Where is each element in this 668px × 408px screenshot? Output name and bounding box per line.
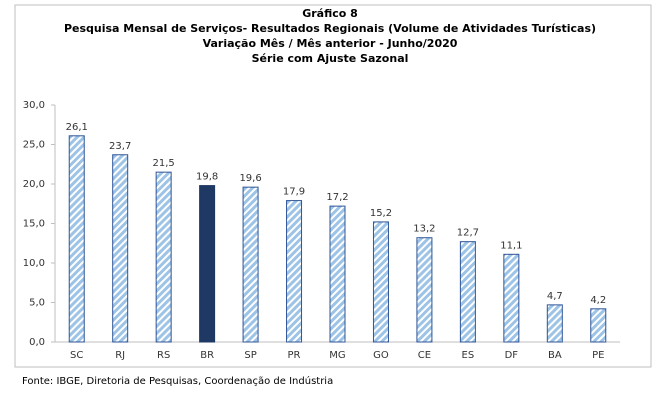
source-note: Fonte: IBGE, Diretoria de Pesquisas, Coo… (22, 375, 333, 387)
bar (372, 221, 389, 343)
data-label: 4,7 (547, 291, 563, 302)
x-tick-label: DF (505, 350, 519, 361)
bar (112, 154, 129, 343)
data-label: 15,2 (370, 208, 392, 219)
x-tick-label: ES (462, 350, 475, 361)
data-label: 11,1 (500, 240, 522, 251)
x-tick-label: CE (418, 350, 431, 361)
bar (590, 308, 607, 343)
x-tick-label: MG (329, 350, 345, 361)
chart-title: Gráfico 8 (302, 7, 358, 20)
bar (459, 241, 476, 343)
x-tick-label: PR (288, 350, 301, 361)
data-label: 21,5 (153, 158, 175, 169)
chart-title: Variação Mês / Mês anterior - Junho/2020 (203, 37, 458, 50)
data-label: 4,2 (590, 295, 606, 306)
x-tick-label: RS (157, 350, 170, 361)
bar (286, 200, 303, 343)
y-tick-label: 25,0 (23, 140, 45, 151)
data-label: 19,6 (239, 173, 261, 184)
x-tick-label: BA (548, 350, 562, 361)
data-label: 23,7 (109, 141, 131, 152)
y-tick-label: 30,0 (23, 100, 45, 111)
chart-title: Pesquisa Mensal de Serviços- Resultados … (64, 22, 596, 35)
bar (416, 237, 433, 343)
x-tick-label: SC (70, 350, 83, 361)
x-tick-label: GO (373, 350, 389, 361)
bar (503, 253, 520, 343)
y-tick-label: 5,0 (29, 298, 45, 309)
bar (199, 185, 216, 343)
y-tick-label: 10,0 (23, 258, 45, 269)
bar (68, 135, 85, 343)
y-tick-label: 15,0 (23, 219, 45, 230)
x-tick-label: BR (200, 350, 214, 361)
bar (546, 304, 563, 343)
data-label: 13,2 (413, 224, 435, 235)
y-tick-label: 20,0 (23, 179, 45, 190)
x-tick-label: RJ (115, 350, 125, 361)
y-tick-label: 0,0 (29, 337, 45, 348)
data-label: 12,7 (457, 228, 479, 239)
bar (242, 186, 259, 343)
data-label: 17,9 (283, 187, 305, 198)
data-label: 19,8 (196, 172, 218, 183)
x-tick-label: SP (244, 350, 256, 361)
x-tick-label: PE (592, 350, 604, 361)
data-label: 26,1 (66, 122, 88, 133)
chart-title: Série com Ajuste Sazonal (252, 52, 409, 65)
bar (155, 171, 172, 343)
data-label: 17,2 (326, 192, 348, 203)
bar (329, 205, 346, 343)
